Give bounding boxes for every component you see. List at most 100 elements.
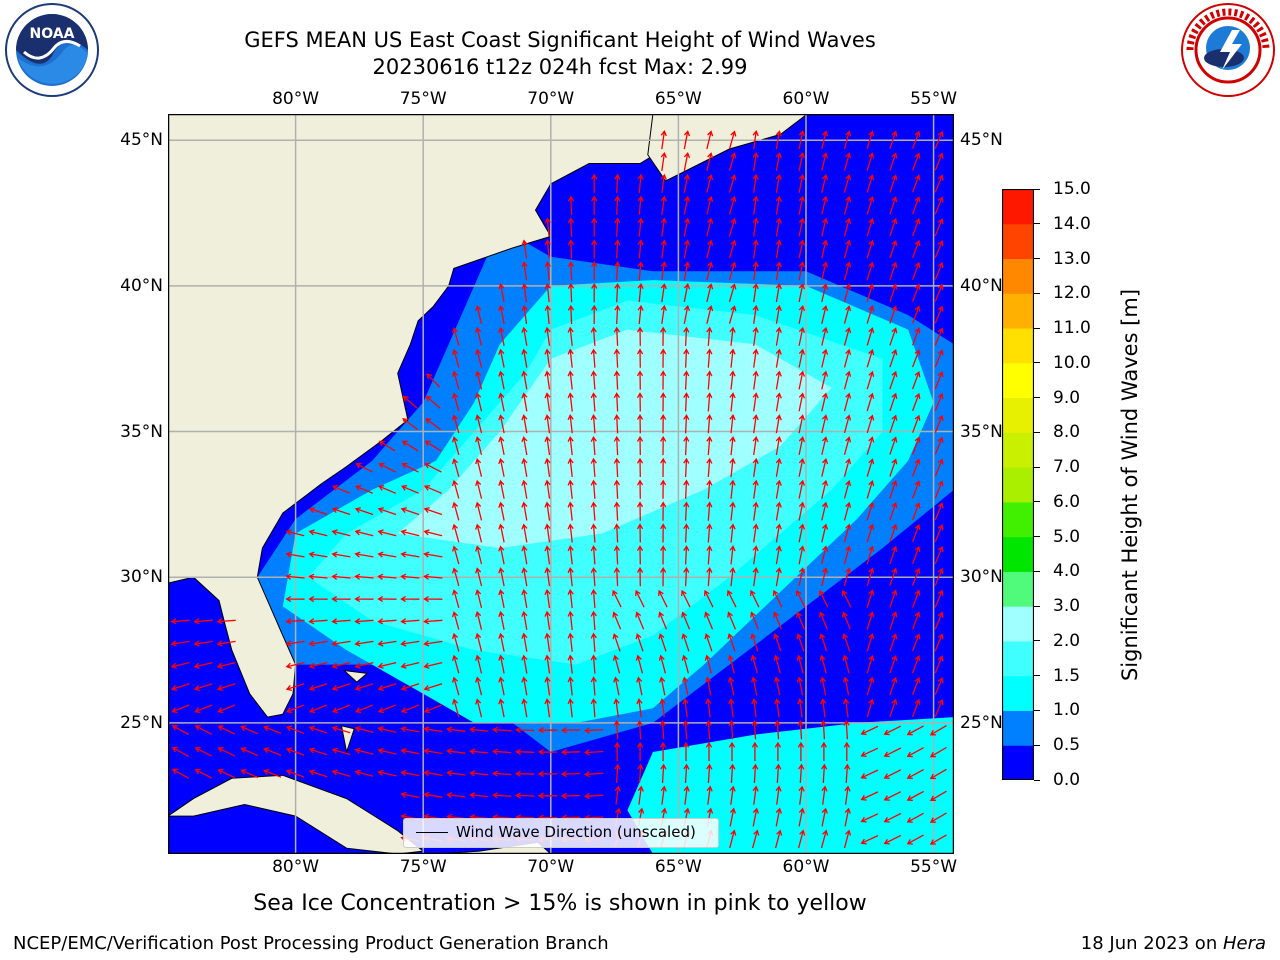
- wave-arrow-31: [706, 173, 714, 193]
- wave-arrow-736: [515, 770, 535, 777]
- wave-arrow-230: [567, 392, 574, 412]
- wave-arrow-313: [752, 457, 759, 477]
- wave-arrow-290: [821, 436, 829, 456]
- wave-arrow-335: [636, 479, 644, 499]
- wave-arrow-473: [498, 589, 505, 609]
- wave-arrow-63: [637, 217, 644, 237]
- colorbar-tick-mark-0: [1034, 779, 1040, 781]
- colorbar-segment-16: [1002, 189, 1034, 225]
- wave-arrow-161: [567, 326, 574, 346]
- wave-arrow-356: [475, 501, 483, 521]
- wave-arrow-741: [637, 763, 644, 783]
- wave-arrow-385: [475, 523, 483, 543]
- wave-arrow-640: [659, 698, 666, 718]
- wave-arrow-347: [911, 480, 921, 499]
- wave-arrow-141: [614, 304, 621, 325]
- wave-arrow-224: [425, 395, 441, 409]
- wave-arrow-18: [775, 151, 782, 172]
- wave-arrow-713: [774, 741, 782, 761]
- wave-arrow-353: [400, 507, 420, 516]
- wave-arrow-321: [934, 458, 944, 477]
- wave-arrow-350: [331, 507, 351, 516]
- x-tick-top-3: 65°W: [654, 89, 702, 109]
- wave-arrow-643: [728, 698, 735, 718]
- wave-arrow-283: [660, 435, 667, 456]
- wave-arrow-67: [728, 217, 737, 237]
- wave-arrow-490: [889, 589, 898, 608]
- wave-arrow-550: [796, 633, 805, 652]
- wave-arrow-72: [843, 217, 852, 237]
- wave-arrow-480: [658, 589, 668, 608]
- wave-arrow-559: [216, 661, 236, 669]
- wave-arrow-731: [400, 769, 420, 777]
- x-tick-bottom-2: 70°W: [527, 857, 575, 877]
- colorbar-tick-mark-10: [1034, 431, 1040, 433]
- wave-arrow-605: [590, 676, 597, 696]
- wave-arrow-740: [614, 763, 621, 783]
- wave-arrow-405: [934, 524, 944, 543]
- wave-arrow-302: [498, 457, 505, 477]
- wave-arrow-375: [911, 502, 921, 521]
- land-bahamas-1: [342, 669, 369, 683]
- wave-arrow-48: [706, 195, 714, 215]
- wave-arrow-720: [929, 746, 947, 758]
- wave-arrow-52: [798, 195, 806, 215]
- wave-arrow-666: [469, 726, 489, 733]
- wave-arrow-650: [889, 698, 898, 718]
- wave-arrow-539: [544, 632, 551, 652]
- wave-arrow-188: [683, 348, 690, 368]
- wave-arrow-512: [658, 611, 668, 630]
- wave-arrow-24: [911, 152, 921, 171]
- wave-arrow-757: [446, 792, 466, 799]
- wave-arrow-44: [614, 195, 621, 215]
- x-tick-top-4: 60°W: [782, 89, 830, 109]
- wave-arrow-130: [843, 283, 852, 303]
- wave-arrow-149: [798, 304, 806, 324]
- wave-arrow-764: [614, 785, 621, 805]
- wave-arrow-471: [451, 589, 460, 608]
- colorbar-segment-12: [1002, 328, 1034, 364]
- wave-arrow-107: [775, 261, 782, 281]
- wave-arrow-382: [400, 529, 420, 537]
- y-tick-left-4: 25°N: [120, 712, 163, 733]
- wave-arrow-171: [798, 326, 806, 346]
- wave-arrow-2: [706, 130, 714, 150]
- wave-arrow-571: [544, 654, 551, 674]
- wave-arrow-131: [866, 283, 875, 302]
- wave-arrow-233: [636, 392, 644, 412]
- wave-arrow-0: [660, 130, 667, 150]
- wave-arrow-7: [821, 130, 829, 150]
- wave-arrow-329: [498, 479, 505, 499]
- wave-arrow-679: [774, 719, 781, 740]
- colorbar-segment-15: [1002, 223, 1034, 260]
- wave-arrow-714: [797, 741, 805, 761]
- wave-arrow-561: [308, 661, 328, 669]
- footer-left: NCEP/EMC/Verification Post Processing Pr…: [13, 933, 609, 954]
- wave-arrow-446: [544, 567, 551, 587]
- wave-arrow-76: [934, 218, 944, 237]
- wave-arrow-553: [866, 632, 875, 652]
- wave-arrow-310: [683, 457, 690, 478]
- wave-arrow-825: [906, 834, 924, 845]
- wave-arrow-574: [612, 654, 621, 674]
- wave-arrow-597: [400, 683, 420, 692]
- wave-arrow-719: [906, 747, 924, 758]
- wave-arrow-175: [889, 327, 898, 346]
- wave-arrow-555: [911, 633, 921, 652]
- wave-arrow-363: [636, 501, 644, 521]
- wave-arrow-664: [423, 726, 443, 733]
- wave-arrow-259: [683, 414, 690, 434]
- wave-arrow-381: [377, 529, 397, 537]
- wave-arrow-607: [636, 676, 643, 696]
- map-panel: [168, 114, 954, 854]
- wave-arrow-645: [774, 698, 781, 718]
- wave-arrow-306: [590, 457, 597, 477]
- wave-arrow-146: [728, 305, 737, 324]
- wave-arrow-591: [216, 683, 236, 692]
- wave-band-2-0: [397, 329, 832, 549]
- colorbar-tick-label-1: 0.5: [1053, 735, 1081, 756]
- wave-arrow-680: [797, 719, 804, 740]
- wave-arrow-140: [591, 304, 598, 324]
- wave-arrow-626: [332, 704, 351, 714]
- colorbar-tick-mark-13: [1034, 327, 1040, 329]
